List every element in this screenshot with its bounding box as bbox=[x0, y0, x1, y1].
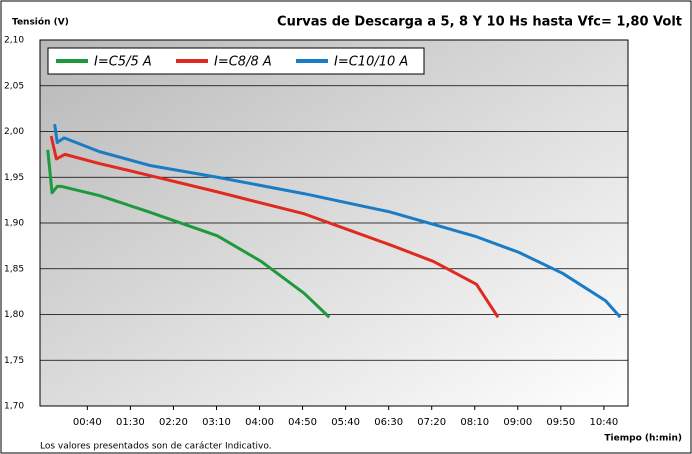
x-tick-label: 05:40 bbox=[331, 417, 360, 428]
x-tick-label: 02:20 bbox=[159, 417, 188, 428]
y-tick-label: 1,95 bbox=[4, 173, 24, 183]
x-tick-label: 08:10 bbox=[460, 417, 489, 428]
x-tick-label: 04:00 bbox=[245, 417, 274, 428]
y-tick-label: 1,75 bbox=[4, 356, 24, 366]
legend-label: I=C5/5 A bbox=[94, 55, 152, 70]
y-tick-label: 1,80 bbox=[4, 310, 24, 320]
y-axis-label: Tensión (V) bbox=[12, 17, 69, 28]
x-tick-label: 09:50 bbox=[546, 417, 575, 428]
x-axis-label: Tiempo (h:min) bbox=[604, 434, 682, 444]
x-tick-label: 00:40 bbox=[73, 417, 102, 428]
y-tick-label: 2,05 bbox=[4, 81, 24, 91]
legend bbox=[47, 47, 425, 75]
note: Los valores presentados son de carácter … bbox=[40, 442, 272, 452]
x-tick-label: 01:30 bbox=[116, 417, 145, 428]
y-tick-label: 1,85 bbox=[4, 264, 24, 274]
y-tick-label: 1,90 bbox=[4, 219, 24, 229]
series-line bbox=[53, 123, 622, 319]
x-tick-label: 10:40 bbox=[589, 417, 618, 428]
x-tick-label: 06:30 bbox=[374, 417, 403, 428]
legend-label: I=C8/8 A bbox=[214, 55, 272, 70]
x-tick-label: 03:10 bbox=[202, 417, 231, 428]
series-line bbox=[46, 149, 331, 319]
y-tick-label: 2,10 bbox=[4, 36, 24, 46]
y-tick-label: 1,70 bbox=[4, 402, 24, 412]
chart-title: Curvas de Descarga a 5, 8 Y 10 Hs hasta … bbox=[277, 15, 682, 30]
x-tick-label: 09:00 bbox=[503, 417, 532, 428]
series-line bbox=[49, 135, 500, 319]
legend-label: I=C10/10 A bbox=[334, 55, 408, 70]
y-tick-label: 2,00 bbox=[4, 127, 24, 137]
x-tick-label: 07:20 bbox=[417, 417, 446, 428]
x-tick-label: 04:50 bbox=[288, 417, 317, 428]
